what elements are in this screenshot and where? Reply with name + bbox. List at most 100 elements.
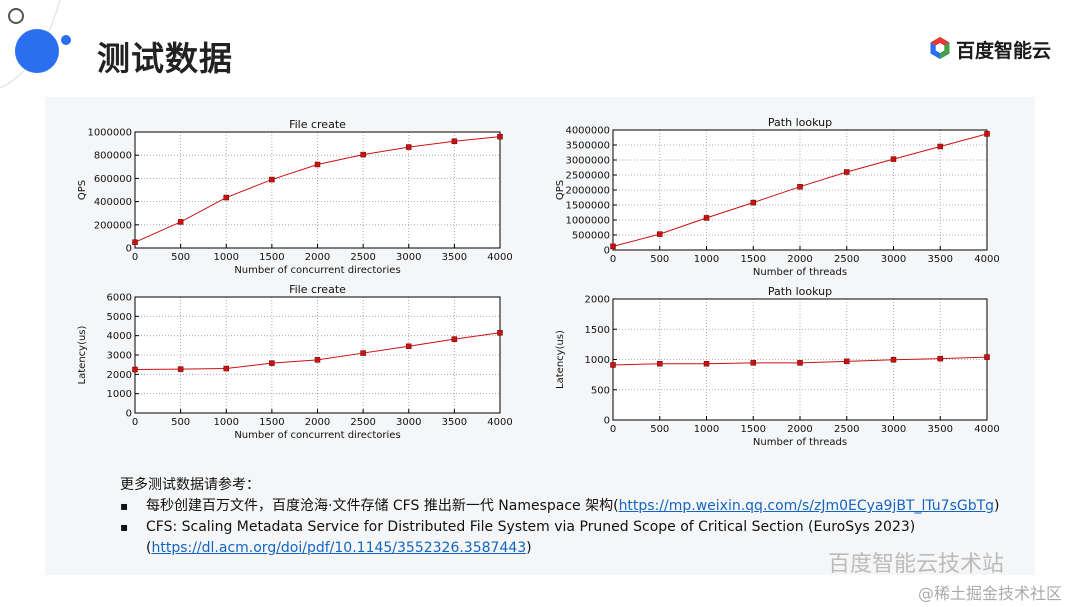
x-tick-label: 1500 — [259, 417, 284, 428]
note-item: CFS: Scaling Metadata Service for Distri… — [120, 517, 1000, 559]
x-tick-label: 2500 — [350, 417, 375, 428]
x-tick-label: 3000 — [396, 417, 421, 428]
y-tick-label: 1000 — [585, 355, 610, 366]
logo-text: 百度智能云 — [956, 40, 1052, 62]
data-marker — [360, 151, 366, 158]
data-marker — [177, 219, 184, 225]
x-tick-label: 1500 — [741, 424, 766, 435]
plot-frame — [612, 129, 988, 251]
data-marker — [610, 362, 616, 368]
y-tick-label: 2500000 — [565, 171, 610, 182]
data-marker — [497, 330, 503, 336]
note-link[interactable]: https://dl.acm.org/doi/pdf/10.1145/35523… — [151, 540, 527, 556]
x-tick-label: 500 — [171, 417, 190, 428]
x-tick-label: 500 — [650, 424, 669, 435]
x-tick-label: 2500 — [834, 424, 859, 435]
y-tick-label: 800000 — [94, 151, 132, 162]
y-tick-label: 3000000 — [565, 156, 610, 167]
blue-dot — [15, 29, 59, 73]
y-axis-label: QPS — [77, 180, 88, 200]
x-tick-label: 4000 — [974, 424, 999, 435]
data-marker — [750, 360, 756, 366]
logo-icon — [930, 37, 950, 59]
note-suffix: ) — [994, 498, 1000, 514]
y-tick-label: 1000000 — [87, 128, 132, 139]
data-marker — [314, 357, 321, 363]
note-suffix: ) — [526, 540, 532, 556]
y-tick-label: 1500 — [585, 325, 610, 336]
x-tick-label: 0 — [610, 424, 616, 435]
data-marker — [657, 231, 663, 237]
data-marker — [451, 336, 458, 342]
y-tick-label: 0 — [126, 244, 132, 255]
y-tick-label: 500 — [591, 385, 610, 396]
x-tick-label: 3000 — [396, 252, 421, 263]
x-axis-label: Number of threads — [753, 267, 847, 278]
note-text: 每秒创建百万文件，百度沧海·文件存储 CFS 推出新一代 Namespace 架… — [146, 498, 619, 514]
data-marker — [844, 169, 850, 175]
y-tick-label: 3500000 — [565, 141, 610, 152]
data-marker — [269, 176, 275, 183]
x-tick-label: 500 — [171, 252, 190, 263]
x-axis-label: Number of concurrent directories — [234, 265, 400, 276]
y-tick-label: 600000 — [94, 174, 132, 185]
y-axis-label: QPS — [555, 180, 566, 200]
plot-frame — [134, 131, 501, 249]
x-tick-label: 3500 — [442, 417, 467, 428]
x-tick-label: 3000 — [881, 424, 906, 435]
data-marker — [890, 357, 897, 363]
data-marker — [797, 360, 803, 366]
slide-title: 测试数据 — [97, 39, 233, 78]
data-marker — [497, 133, 503, 140]
y-tick-label: 4000000 — [565, 126, 610, 137]
data-marker — [132, 366, 138, 373]
data-marker — [223, 194, 229, 201]
x-tick-label: 1000 — [694, 254, 719, 265]
y-axis-label: Latency(us) — [555, 330, 566, 389]
x-axis-label: Number of threads — [753, 437, 847, 448]
data-marker — [269, 360, 275, 366]
x-tick-label: 1500 — [741, 254, 766, 265]
y-tick-label: 400000 — [94, 197, 132, 208]
note-text: CFS: Scaling Metadata Service for Distri… — [146, 519, 916, 535]
y-tick-label: 2000 — [585, 295, 610, 306]
plot-frame — [134, 296, 501, 414]
x-tick-label: 500 — [650, 254, 669, 265]
data-marker — [703, 215, 710, 221]
x-tick-label: 2000 — [305, 417, 330, 428]
x-tick-label: 0 — [610, 254, 616, 265]
x-tick-label: 4000 — [974, 254, 999, 265]
y-tick-label: 2000 — [107, 370, 132, 381]
x-tick-label: 2500 — [350, 252, 375, 263]
x-tick-label: 2500 — [834, 254, 859, 265]
data-marker — [451, 138, 458, 145]
blue-dot-small — [61, 35, 71, 45]
y-tick-label: 200000 — [94, 220, 132, 231]
data-marker — [406, 144, 412, 150]
chart-title: Path lookup — [768, 285, 832, 298]
data-marker — [844, 358, 850, 365]
y-tick-label: 500000 — [572, 231, 610, 242]
chart-title: File create — [289, 118, 346, 131]
x-tick-label: 2000 — [787, 254, 812, 265]
x-tick-label: 1000 — [694, 424, 719, 435]
y-axis-label: Latency(us) — [77, 325, 88, 384]
note-item: 每秒创建百万文件，百度沧海·文件存储 CFS 推出新一代 Namespace 架… — [120, 496, 1000, 517]
data-marker — [406, 343, 412, 350]
y-tick-label: 1000000 — [565, 216, 610, 227]
y-tick-label: 4000 — [107, 331, 132, 342]
note-link[interactable]: https://mp.weixin.qq.com/s/zJm0ECya9jBT_… — [618, 498, 995, 514]
y-tick-label: 1000 — [107, 389, 132, 400]
data-marker — [314, 161, 321, 168]
x-axis-label: Number of concurrent directories — [234, 430, 400, 441]
x-tick-label: 1000 — [214, 252, 239, 263]
x-tick-label: 1500 — [259, 252, 284, 263]
data-marker — [984, 131, 990, 137]
y-tick-label: 3000 — [107, 351, 132, 362]
data-marker — [750, 199, 756, 206]
y-tick-label: 0 — [126, 409, 132, 420]
x-tick-label: 4000 — [487, 417, 512, 428]
x-tick-label: 3500 — [928, 424, 953, 435]
x-tick-label: 2000 — [787, 424, 812, 435]
